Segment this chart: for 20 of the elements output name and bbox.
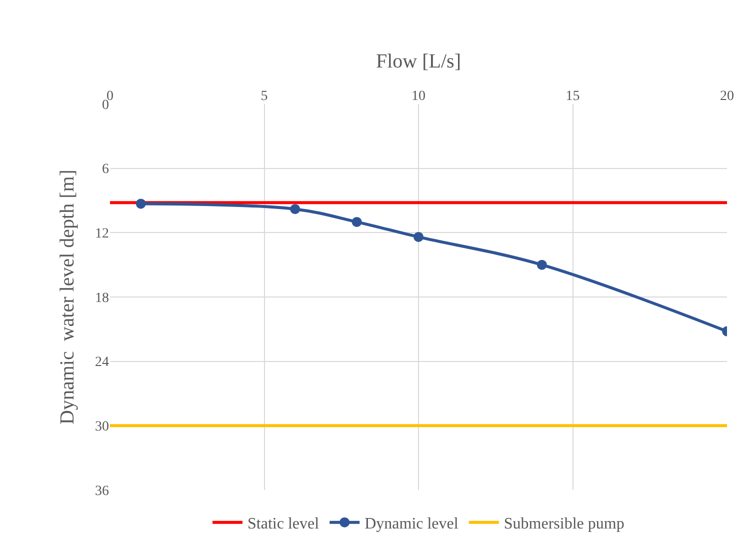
x-tick-label: 20	[720, 89, 734, 104]
x-tick-label: 10	[412, 89, 426, 104]
point	[414, 232, 424, 242]
legend-label: Static level	[248, 516, 320, 533]
point	[536, 260, 547, 270]
legend-label: Submersible pump	[504, 516, 624, 533]
legend-label: Dynamic level	[364, 516, 459, 533]
x-tick-label: 15	[566, 89, 580, 104]
x-tick-label: 5	[260, 89, 268, 104]
y-tick-label: 18	[95, 290, 109, 306]
y-axis-title: Dynamic water level depth [m]	[56, 170, 78, 424]
point	[290, 204, 300, 214]
y-tick-label: 24	[95, 355, 109, 370]
y-tick-label: 12	[95, 226, 109, 242]
y-tick-label: 6	[102, 162, 109, 178]
x-axis-title: Flow [L/s]	[376, 50, 461, 73]
y-tick-label: 36	[95, 484, 109, 499]
y-tick-label: 30	[95, 420, 109, 435]
point	[352, 216, 362, 227]
point	[136, 198, 146, 209]
